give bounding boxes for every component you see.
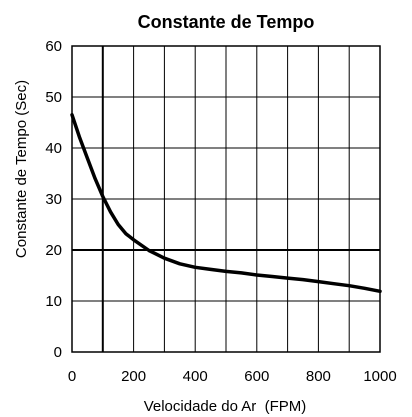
data-series bbox=[70, 113, 382, 294]
y-axis-label: Constante de Tempo (Sec) bbox=[13, 80, 30, 258]
y-tick-label: 40 bbox=[45, 140, 62, 157]
y-tick-label: 0 bbox=[54, 344, 62, 361]
y-tick-label: 10 bbox=[45, 293, 62, 310]
x-axis-label: Velocidade do Ar (FPM) bbox=[144, 398, 307, 415]
x-tick-label: 600 bbox=[244, 368, 269, 385]
x-tick-label: 1000 bbox=[363, 368, 396, 385]
x-tick-label: 200 bbox=[121, 368, 146, 385]
y-tick-label: 20 bbox=[45, 242, 62, 259]
grid-lines bbox=[71, 45, 381, 353]
series-line bbox=[70, 113, 382, 294]
plot-frame bbox=[71, 45, 381, 353]
x-tick-label: 400 bbox=[183, 368, 208, 385]
y-tick-label: 60 bbox=[45, 38, 62, 55]
x-tick-label: 0 bbox=[68, 368, 76, 385]
chart-title: Constante de Tempo bbox=[138, 12, 315, 32]
y-tick-label: 50 bbox=[45, 89, 62, 106]
y-tick-label: 30 bbox=[45, 191, 62, 208]
x-tick-label: 800 bbox=[306, 368, 331, 385]
